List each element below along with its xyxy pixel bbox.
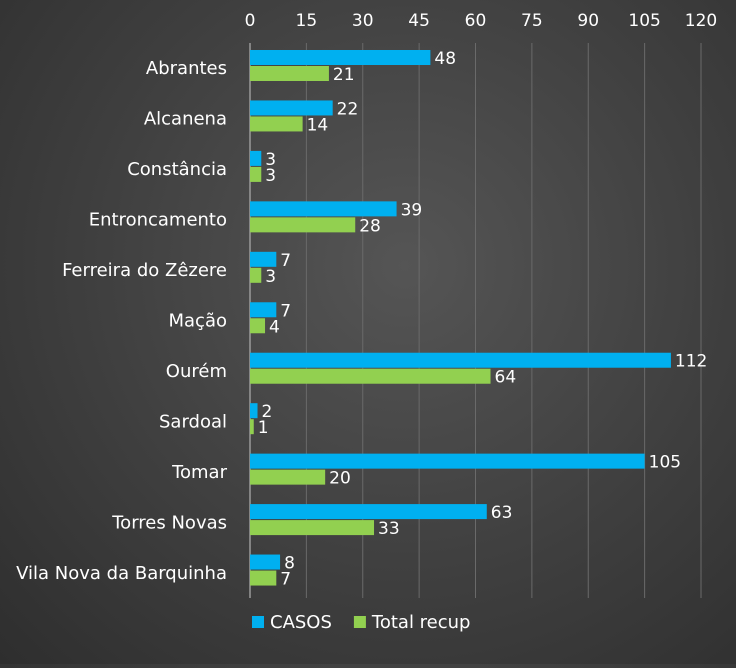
data-label: 28 (359, 216, 381, 236)
x-tick-label: 60 (465, 11, 487, 31)
category-labels: Abrantes Alcanena Constância Entroncamento F… (16, 58, 227, 584)
data-label: 64 (495, 368, 517, 388)
category-label: Sardoal (159, 411, 227, 432)
data-label: 2 (262, 402, 273, 422)
x-tick-label: 75 (521, 11, 543, 31)
bar-casos (250, 352, 671, 368)
legend: CASOS Total recup (252, 612, 470, 633)
data-label: 7 (280, 251, 291, 271)
category-label: Tomar (171, 462, 228, 483)
data-label: 3 (265, 267, 276, 287)
bar-total-recup (250, 469, 326, 485)
category-label: Abrantes (146, 58, 227, 79)
bar-total-recup (250, 419, 254, 435)
bar-casos (250, 201, 397, 217)
legend-label: Total recup (371, 612, 471, 633)
data-label: 1 (258, 418, 269, 438)
data-label: 112 (675, 352, 707, 372)
bar-casos (250, 504, 487, 520)
legend-swatch-total-recup (353, 616, 366, 628)
category-label: Ourém (166, 361, 227, 382)
data-label: 3 (265, 166, 276, 186)
bar-total-recup (250, 368, 491, 384)
gridlines (305, 43, 702, 598)
data-label: 20 (329, 469, 351, 489)
bar-casos (250, 453, 645, 469)
legend-label: CASOS (270, 612, 332, 633)
data-label: 21 (333, 65, 355, 85)
bar-total-recup (250, 267, 262, 283)
x-tick-label: 15 (296, 11, 318, 31)
bars (250, 50, 671, 586)
x-tick-label: 30 (352, 11, 374, 31)
x-tick-label: 105 (628, 11, 660, 31)
x-axis-ticks: 0 15 30 45 60 75 90 105 120 (245, 11, 718, 31)
bar-total-recup (250, 116, 303, 132)
bar-total-recup (250, 66, 329, 81)
bar-casos (250, 554, 281, 570)
data-label: 22 (337, 99, 359, 119)
category-label: Ferreira do Zêzere (62, 260, 227, 281)
bar-total-recup (250, 166, 262, 182)
data-label: 3 (265, 150, 276, 170)
category-label: Mação (169, 311, 228, 332)
category-label: Constância (127, 159, 227, 180)
category-label: Entroncamento (89, 210, 227, 231)
bar-casos (250, 302, 277, 318)
bar-total-recup (250, 318, 266, 334)
bar-casos (250, 150, 262, 166)
category-label: Torres Novas (111, 512, 227, 533)
data-label: 48 (434, 49, 456, 69)
data-label: 14 (307, 115, 329, 135)
data-label: 63 (491, 503, 513, 523)
x-tick-label: 120 (685, 11, 717, 31)
category-label: Alcanena (144, 109, 227, 130)
x-tick-label: 90 (577, 11, 599, 31)
bar-casos (250, 251, 277, 267)
data-label: 7 (280, 570, 291, 590)
bar-total-recup (250, 520, 375, 536)
data-label: 7 (280, 301, 291, 321)
bar-casos (250, 403, 258, 419)
x-tick-label: 45 (408, 11, 430, 31)
bar-casos (250, 50, 431, 65)
x-tick-label: 0 (245, 11, 256, 31)
bar-casos (250, 100, 333, 116)
data-label: 8 (284, 554, 295, 574)
bar-total-recup (250, 217, 356, 233)
data-label: 33 (378, 519, 400, 539)
bar-total-recup (250, 570, 277, 586)
data-label: 39 (401, 200, 423, 220)
legend-swatch-casos (252, 616, 264, 628)
data-label: 105 (649, 453, 681, 473)
category-label: Vila Nova da Barquinha (16, 563, 227, 584)
data-label: 4 (269, 317, 280, 337)
